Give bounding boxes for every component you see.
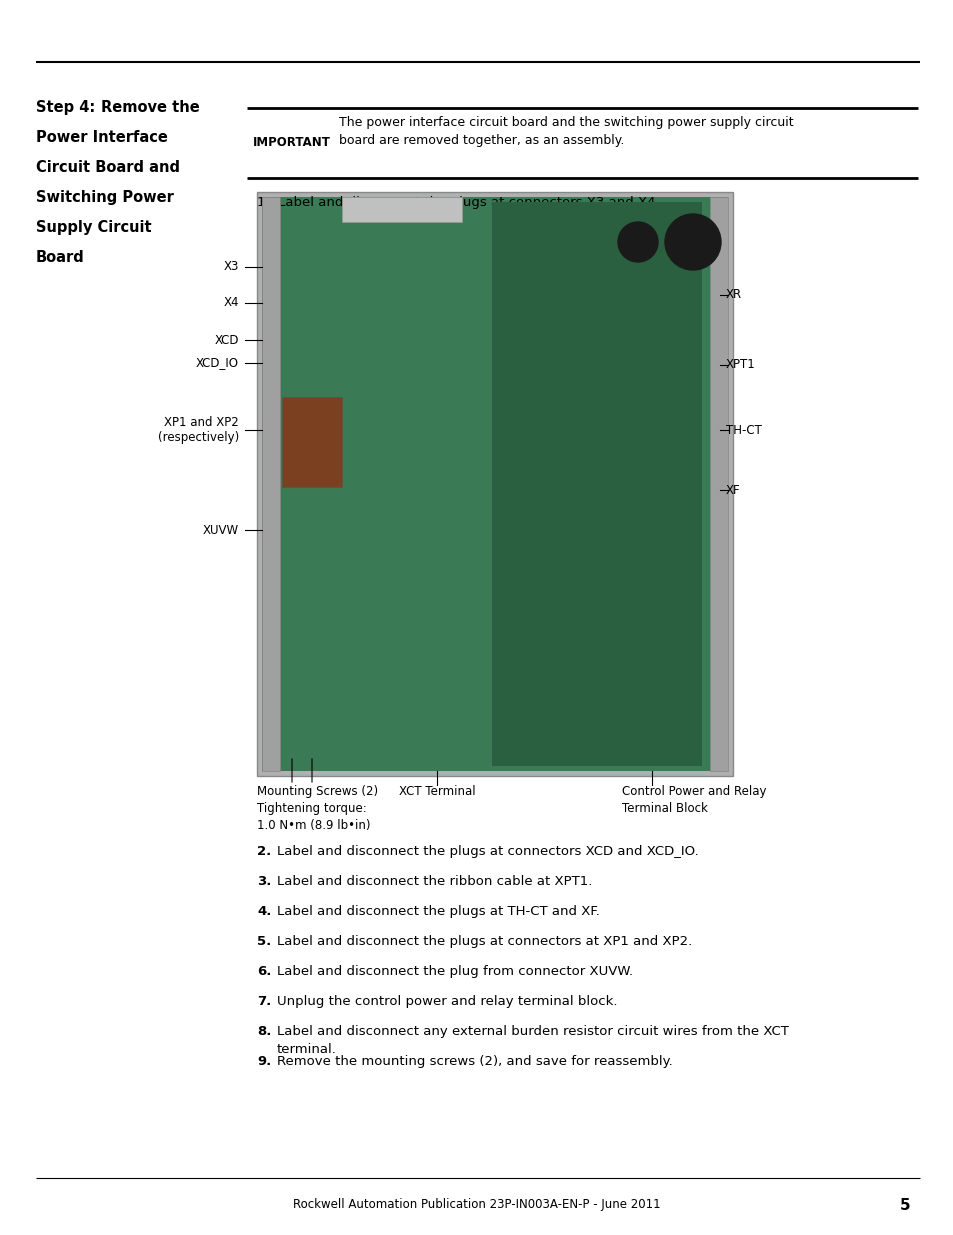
Text: Switching Power: Switching Power xyxy=(36,190,173,205)
Bar xyxy=(282,396,341,487)
Bar xyxy=(709,198,727,771)
Text: XUVW: XUVW xyxy=(203,524,239,536)
Text: Circuit Board and: Circuit Board and xyxy=(36,161,180,175)
Text: TH-CT: TH-CT xyxy=(725,424,761,436)
Text: Step 4:: Step 4: xyxy=(36,100,95,115)
Text: XCT Terminal: XCT Terminal xyxy=(398,785,475,798)
Text: Control Power and Relay
Terminal Block: Control Power and Relay Terminal Block xyxy=(621,785,765,815)
Text: Remove the: Remove the xyxy=(101,100,199,115)
Text: XCD_IO: XCD_IO xyxy=(195,357,239,369)
Text: X4: X4 xyxy=(223,296,239,310)
Text: XCD: XCD xyxy=(214,333,239,347)
Text: board are removed together, as an assembly.: board are removed together, as an assemb… xyxy=(338,135,623,147)
Text: 4.: 4. xyxy=(256,905,271,918)
Bar xyxy=(262,198,280,771)
Text: X3: X3 xyxy=(223,261,239,273)
Text: 1.  Label and disconnect the plugs at connectors X3 and X4.: 1. Label and disconnect the plugs at con… xyxy=(256,196,659,209)
Text: Mounting Screws (2)
Tightening torque:
1.0 N•m (8.9 lb•in): Mounting Screws (2) Tightening torque: 1… xyxy=(256,785,377,832)
Text: Label and disconnect the plugs at connectors XCD and XCD_IO.: Label and disconnect the plugs at connec… xyxy=(276,845,698,858)
Text: XR: XR xyxy=(725,289,741,301)
Text: Power Interface: Power Interface xyxy=(36,130,168,144)
Text: Label and disconnect the plug from connector XUVW.: Label and disconnect the plug from conne… xyxy=(276,965,633,978)
Text: 6.: 6. xyxy=(256,965,271,978)
Text: 7.: 7. xyxy=(256,995,271,1008)
Text: Label and disconnect the plugs at connectors at XP1 and XP2.: Label and disconnect the plugs at connec… xyxy=(276,935,692,948)
Circle shape xyxy=(664,214,720,270)
Bar xyxy=(262,198,727,771)
Text: Rockwell Automation Publication 23P-IN003A-EN-P - June 2011: Rockwell Automation Publication 23P-IN00… xyxy=(293,1198,660,1212)
Text: 8.: 8. xyxy=(256,1025,271,1037)
Text: XF: XF xyxy=(725,483,740,496)
Text: Board: Board xyxy=(36,249,85,266)
Text: XPT1: XPT1 xyxy=(725,358,755,372)
Text: 2.: 2. xyxy=(256,845,271,858)
Text: terminal.: terminal. xyxy=(276,1044,336,1056)
Bar xyxy=(341,198,461,222)
Circle shape xyxy=(618,222,658,262)
Text: Label and disconnect the ribbon cable at XPT1.: Label and disconnect the ribbon cable at… xyxy=(276,876,592,888)
Text: 5.: 5. xyxy=(256,935,271,948)
Text: 5: 5 xyxy=(899,1198,909,1213)
Text: Label and disconnect any external burden resistor circuit wires from the XCT: Label and disconnect any external burden… xyxy=(276,1025,788,1037)
Text: Label and disconnect the plugs at TH-CT and XF.: Label and disconnect the plugs at TH-CT … xyxy=(276,905,599,918)
Text: Remove the mounting screws (2), and save for reassembly.: Remove the mounting screws (2), and save… xyxy=(276,1055,672,1068)
Bar xyxy=(256,191,732,776)
Text: 9.: 9. xyxy=(256,1055,271,1068)
Text: 3.: 3. xyxy=(256,876,271,888)
Bar xyxy=(492,203,701,766)
Text: Unplug the control power and relay terminal block.: Unplug the control power and relay termi… xyxy=(276,995,617,1008)
Text: The power interface circuit board and the switching power supply circuit: The power interface circuit board and th… xyxy=(338,116,793,128)
Text: XP1 and XP2
(respectively): XP1 and XP2 (respectively) xyxy=(157,416,239,445)
Text: IMPORTANT: IMPORTANT xyxy=(253,137,331,149)
Text: Supply Circuit: Supply Circuit xyxy=(36,220,152,235)
